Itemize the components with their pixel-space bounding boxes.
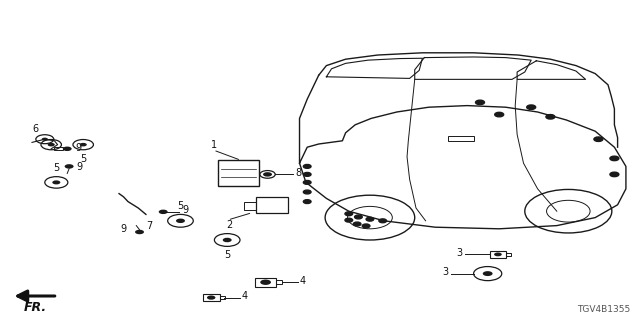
Bar bbox=[54, 147, 63, 150]
Circle shape bbox=[303, 190, 311, 194]
Circle shape bbox=[223, 238, 232, 242]
Circle shape bbox=[52, 180, 60, 184]
Circle shape bbox=[265, 173, 270, 176]
Bar bbox=[255, 278, 276, 287]
Bar bbox=[220, 296, 225, 299]
Text: 8: 8 bbox=[295, 168, 301, 178]
Text: TGV4B1355: TGV4B1355 bbox=[577, 305, 630, 314]
Bar bbox=[203, 294, 220, 301]
Text: 3: 3 bbox=[456, 248, 462, 258]
Text: 5: 5 bbox=[80, 154, 86, 164]
Circle shape bbox=[483, 271, 493, 276]
Text: 2: 2 bbox=[226, 220, 232, 230]
Circle shape bbox=[546, 115, 555, 119]
Text: 1: 1 bbox=[211, 140, 217, 150]
Text: 4: 4 bbox=[300, 276, 306, 286]
Circle shape bbox=[494, 252, 502, 256]
Bar bbox=[506, 253, 511, 256]
Circle shape bbox=[176, 219, 185, 223]
Circle shape bbox=[610, 172, 619, 177]
Text: 5: 5 bbox=[177, 201, 184, 211]
Circle shape bbox=[135, 230, 144, 234]
Circle shape bbox=[47, 143, 55, 147]
Text: 3: 3 bbox=[442, 267, 448, 277]
Circle shape bbox=[345, 218, 353, 222]
Text: FR.: FR. bbox=[24, 301, 47, 315]
Circle shape bbox=[79, 143, 87, 147]
Circle shape bbox=[345, 212, 353, 216]
Bar bbox=[276, 280, 282, 284]
Circle shape bbox=[366, 217, 374, 221]
Circle shape bbox=[610, 156, 619, 161]
Circle shape bbox=[379, 219, 387, 223]
Circle shape bbox=[527, 105, 536, 109]
Circle shape bbox=[263, 172, 272, 177]
Circle shape bbox=[476, 100, 484, 105]
Circle shape bbox=[355, 215, 362, 219]
Circle shape bbox=[260, 280, 271, 285]
Circle shape bbox=[207, 295, 216, 300]
Text: 6: 6 bbox=[32, 124, 38, 134]
Circle shape bbox=[495, 112, 504, 117]
Text: 9: 9 bbox=[77, 162, 83, 172]
Text: 4: 4 bbox=[242, 291, 248, 301]
Circle shape bbox=[353, 222, 361, 226]
Circle shape bbox=[362, 224, 370, 228]
Circle shape bbox=[42, 138, 48, 141]
Circle shape bbox=[303, 164, 311, 168]
Text: 9: 9 bbox=[120, 224, 127, 235]
Circle shape bbox=[594, 137, 603, 141]
Bar bbox=[256, 197, 288, 213]
Bar bbox=[244, 202, 256, 210]
Circle shape bbox=[303, 180, 311, 184]
Circle shape bbox=[65, 164, 74, 169]
Text: 5: 5 bbox=[53, 164, 60, 173]
Text: 7: 7 bbox=[146, 221, 152, 231]
Text: 9: 9 bbox=[75, 142, 81, 153]
Text: 5: 5 bbox=[224, 250, 230, 260]
Bar bbox=[490, 251, 506, 258]
Circle shape bbox=[303, 172, 311, 176]
Circle shape bbox=[303, 200, 311, 204]
Circle shape bbox=[63, 147, 72, 151]
Bar bbox=[218, 160, 259, 186]
Bar bbox=[448, 136, 474, 141]
Text: 9: 9 bbox=[182, 205, 189, 215]
Circle shape bbox=[159, 210, 168, 214]
